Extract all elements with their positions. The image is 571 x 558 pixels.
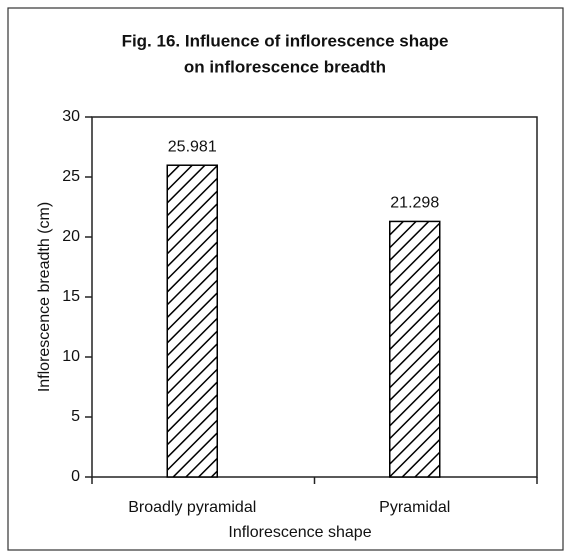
y-tick-label: 25 bbox=[62, 168, 80, 185]
y-tick-label: 15 bbox=[62, 288, 80, 305]
data-label: 21.298 bbox=[390, 195, 439, 212]
y-tick-label: 5 bbox=[71, 408, 80, 425]
data-label: 25.981 bbox=[168, 138, 217, 155]
y-tick-label: 0 bbox=[71, 468, 80, 485]
y-tick-label: 30 bbox=[62, 108, 80, 125]
chart-title: on inflorescence breadth bbox=[184, 57, 386, 76]
x-axis-label: Inflorescence shape bbox=[228, 524, 371, 541]
y-tick-label: 20 bbox=[62, 228, 80, 245]
x-tick-label: Broadly pyramidal bbox=[128, 499, 256, 516]
x-tick-label: Pyramidal bbox=[379, 499, 450, 516]
bar bbox=[166, 164, 218, 478]
chart-title: Fig. 16. Influence of inflorescence shap… bbox=[122, 31, 449, 50]
plot-frame bbox=[91, 116, 538, 478]
y-axis-label: Inflorescence breadth (cm) bbox=[36, 202, 53, 392]
y-tick-label: 10 bbox=[62, 348, 80, 365]
outer-border bbox=[7, 7, 564, 551]
bar bbox=[389, 220, 441, 478]
